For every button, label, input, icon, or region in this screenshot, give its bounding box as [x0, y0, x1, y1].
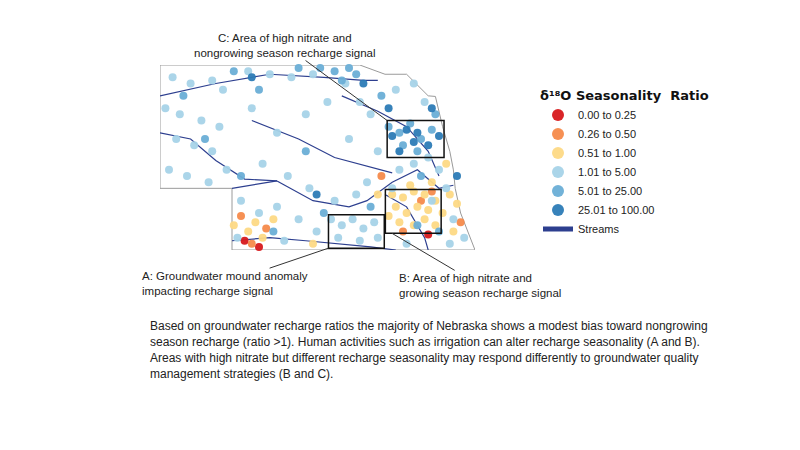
- svg-text:1.01 to 5.00: 1.01 to 5.00: [578, 166, 636, 178]
- html-text:Areas with high nitrate but di: Areas with high nitrate but different re…: [150, 351, 699, 365]
- svg-text:A: Groundwater mound anomalyim: A: Groundwater mound anomalyimpacting re…: [142, 270, 308, 297]
- svg-text:Streams: Streams: [578, 223, 619, 235]
- svg-text:C: Area of high nitrate andnon: C: Area of high nitrate andnongrowing se…: [194, 32, 376, 59]
- html-text:Based on groundwater recharge: Based on groundwater recharge ratios the…: [150, 319, 708, 333]
- svg-text:25.01 to 100.00: 25.01 to 100.00: [578, 204, 654, 216]
- html-text:season recharge (ratio >1). Hu: season recharge (ratio >1). Human activi…: [150, 335, 700, 349]
- svg-text:0.51 to 1.00: 0.51 to 1.00: [578, 147, 636, 159]
- svg-text:δ¹⁸O Seasonality Ratio: δ¹⁸O Seasonality Ratio: [540, 88, 709, 103]
- svg-text:5.01 to 25.00: 5.01 to 25.00: [578, 185, 642, 197]
- svg-text:0.26 to 0.50: 0.26 to 0.50: [578, 128, 636, 140]
- svg-text:0.00 to 0.25: 0.00 to 0.25: [578, 109, 636, 121]
- svg-text:B: Area of high nitrate andgro: B: Area of high nitrate andgrowing seaso…: [399, 272, 561, 299]
- html-text:management strategies (B and C: management strategies (B and C).: [150, 367, 334, 381]
